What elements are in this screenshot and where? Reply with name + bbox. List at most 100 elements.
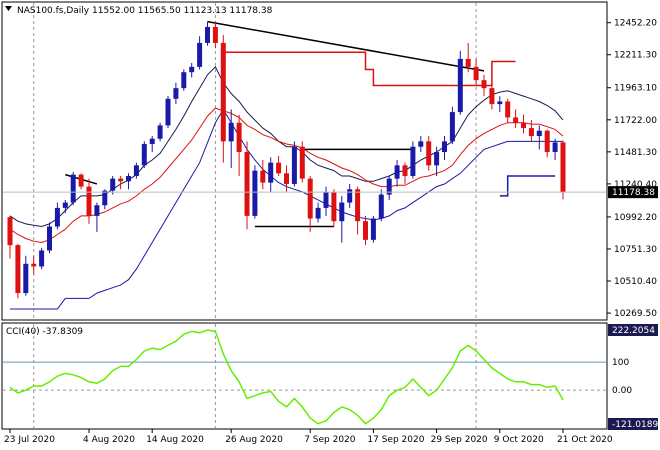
cci-series xyxy=(9,329,564,425)
candle-body-up xyxy=(347,189,353,203)
candle-body-up xyxy=(457,58,463,113)
candle-body-up xyxy=(386,178,392,195)
candle-body-down xyxy=(78,174,84,187)
trendline xyxy=(207,20,485,72)
candle-body-down xyxy=(284,173,289,184)
candle-body-down xyxy=(244,152,250,216)
cci-bound-tag xyxy=(608,324,658,336)
ema-slow-line xyxy=(10,108,563,310)
candle-body-up xyxy=(62,202,68,208)
price-tick-label: 11481.30 xyxy=(614,148,657,158)
candle-body-down xyxy=(212,26,218,43)
cci-axis: 222.2054 100 0.00 -121.0189 xyxy=(608,324,658,430)
cci-info: CCI(40) -37.8309 xyxy=(6,327,83,337)
candle-body-down xyxy=(118,178,124,182)
candle-body-down xyxy=(31,263,37,267)
candle-body-down xyxy=(307,178,313,219)
price-tick-label: 12211.30 xyxy=(614,51,657,61)
candle-body-down xyxy=(528,128,534,137)
candle-body-up xyxy=(149,138,155,145)
price-tick-label: 11963.10 xyxy=(614,84,657,94)
date-tick-label: 4 Aug 2020 xyxy=(83,435,135,445)
candle-body-up xyxy=(339,202,345,222)
candle-body-up xyxy=(370,218,376,240)
date-tick-label: 26 Aug 2020 xyxy=(225,435,283,445)
candle-body-up xyxy=(54,207,60,227)
candle-body-down xyxy=(481,80,487,89)
candle-body-up xyxy=(378,194,384,219)
last-price-tag xyxy=(608,186,658,199)
candle-body-down xyxy=(260,170,266,183)
cci-panel-frame xyxy=(1,322,608,430)
candle-body-up xyxy=(434,152,440,166)
candle-body-down xyxy=(521,122,526,129)
candle-body-up xyxy=(418,141,424,147)
candle-body-up xyxy=(291,146,297,184)
mid-band-line xyxy=(9,66,564,228)
candle-body-up xyxy=(197,42,203,67)
candle-body-up xyxy=(157,125,163,139)
cci-tick-label: 0.00 xyxy=(612,386,632,396)
candle-body-down xyxy=(426,141,432,166)
candle-body-up xyxy=(102,190,108,206)
cci-line xyxy=(9,329,564,425)
price-tick-label: 10751.30 xyxy=(614,245,657,255)
candle-body-up xyxy=(181,72,187,89)
cci-tick-label: -121.0189 xyxy=(612,420,658,430)
candle-body-up xyxy=(268,162,274,183)
collapse-arrow-icon[interactable] xyxy=(5,6,12,11)
candle-body-down xyxy=(220,42,226,142)
date-tick-label: 7 Sep 2020 xyxy=(304,435,356,445)
candle-body-up xyxy=(165,98,171,126)
price-panel-frame xyxy=(1,1,608,321)
price-tick-label: 11240.40 xyxy=(614,180,657,190)
candle-body-up xyxy=(442,141,447,153)
candle-body-up xyxy=(205,26,210,43)
candle-body-down xyxy=(276,162,282,174)
candle-body-up xyxy=(410,146,416,176)
date-tick-label: 29 Sep 2020 xyxy=(431,435,488,445)
cci-tick-label: 222.2054 xyxy=(612,326,655,336)
date-tick-label: 9 Oct 2020 xyxy=(494,435,544,445)
candle-body-up xyxy=(323,191,329,208)
candle-body-up xyxy=(70,174,76,203)
candle-body-up xyxy=(47,226,52,251)
resistance-step-line xyxy=(223,51,516,87)
candle-body-down xyxy=(513,117,519,123)
candle-body-down xyxy=(331,191,337,222)
candle-body-up xyxy=(252,170,258,216)
candle-body-down xyxy=(7,217,13,246)
ema-fast-line xyxy=(9,107,564,244)
candle-body-down xyxy=(544,130,550,153)
price-axis: 12452.20 12211.30 11963.10 11722.00 11481.30… xyxy=(3,19,658,319)
candle-body-up xyxy=(315,207,321,219)
candle-body-up xyxy=(23,263,29,294)
candle-body-up xyxy=(497,101,503,105)
candlestick-series xyxy=(7,21,566,299)
date-tick-label: 23 Jul 2020 xyxy=(4,435,55,445)
cci-tick-label: 100 xyxy=(612,358,629,368)
support-step-line xyxy=(499,175,556,197)
candle-body-up xyxy=(94,205,100,216)
candle-body-down xyxy=(236,122,242,153)
candle-body-down xyxy=(489,88,495,105)
last-price-label: 11178.38 xyxy=(612,188,655,198)
price-tick-label: 11722.00 xyxy=(614,116,657,126)
date-tick-label: 21 Oct 2020 xyxy=(557,435,613,445)
date-axis: 23 Jul 2020 4 Aug 2020 14 Aug 2020 26 Aug 2… xyxy=(4,429,613,445)
candle-body-down xyxy=(402,165,408,176)
price-tick-label: 12452.20 xyxy=(614,19,657,29)
date-tick-label: 17 Sep 2020 xyxy=(367,435,424,445)
price-tick-label: 10510.40 xyxy=(614,277,657,287)
symbol-info: NAS100.fs,Daily 11552.00 11565.50 11123.… xyxy=(17,6,273,16)
candle-body-down xyxy=(15,245,21,294)
candle-body-up xyxy=(228,122,234,142)
candle-body-up xyxy=(394,165,400,179)
candle-body-up xyxy=(173,88,179,99)
candle-body-up xyxy=(39,250,45,267)
indicator-lines xyxy=(9,20,564,310)
candle-body-down xyxy=(473,66,479,81)
candle-body-up xyxy=(189,66,195,73)
candle-body-up xyxy=(126,175,131,182)
price-tick-label: 10992.20 xyxy=(614,213,657,223)
